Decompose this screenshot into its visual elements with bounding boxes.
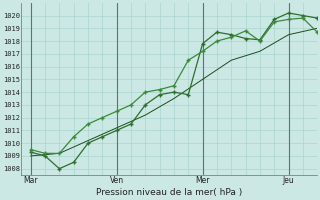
X-axis label: Pression niveau de la mer( hPa ): Pression niveau de la mer( hPa ) xyxy=(96,188,242,197)
